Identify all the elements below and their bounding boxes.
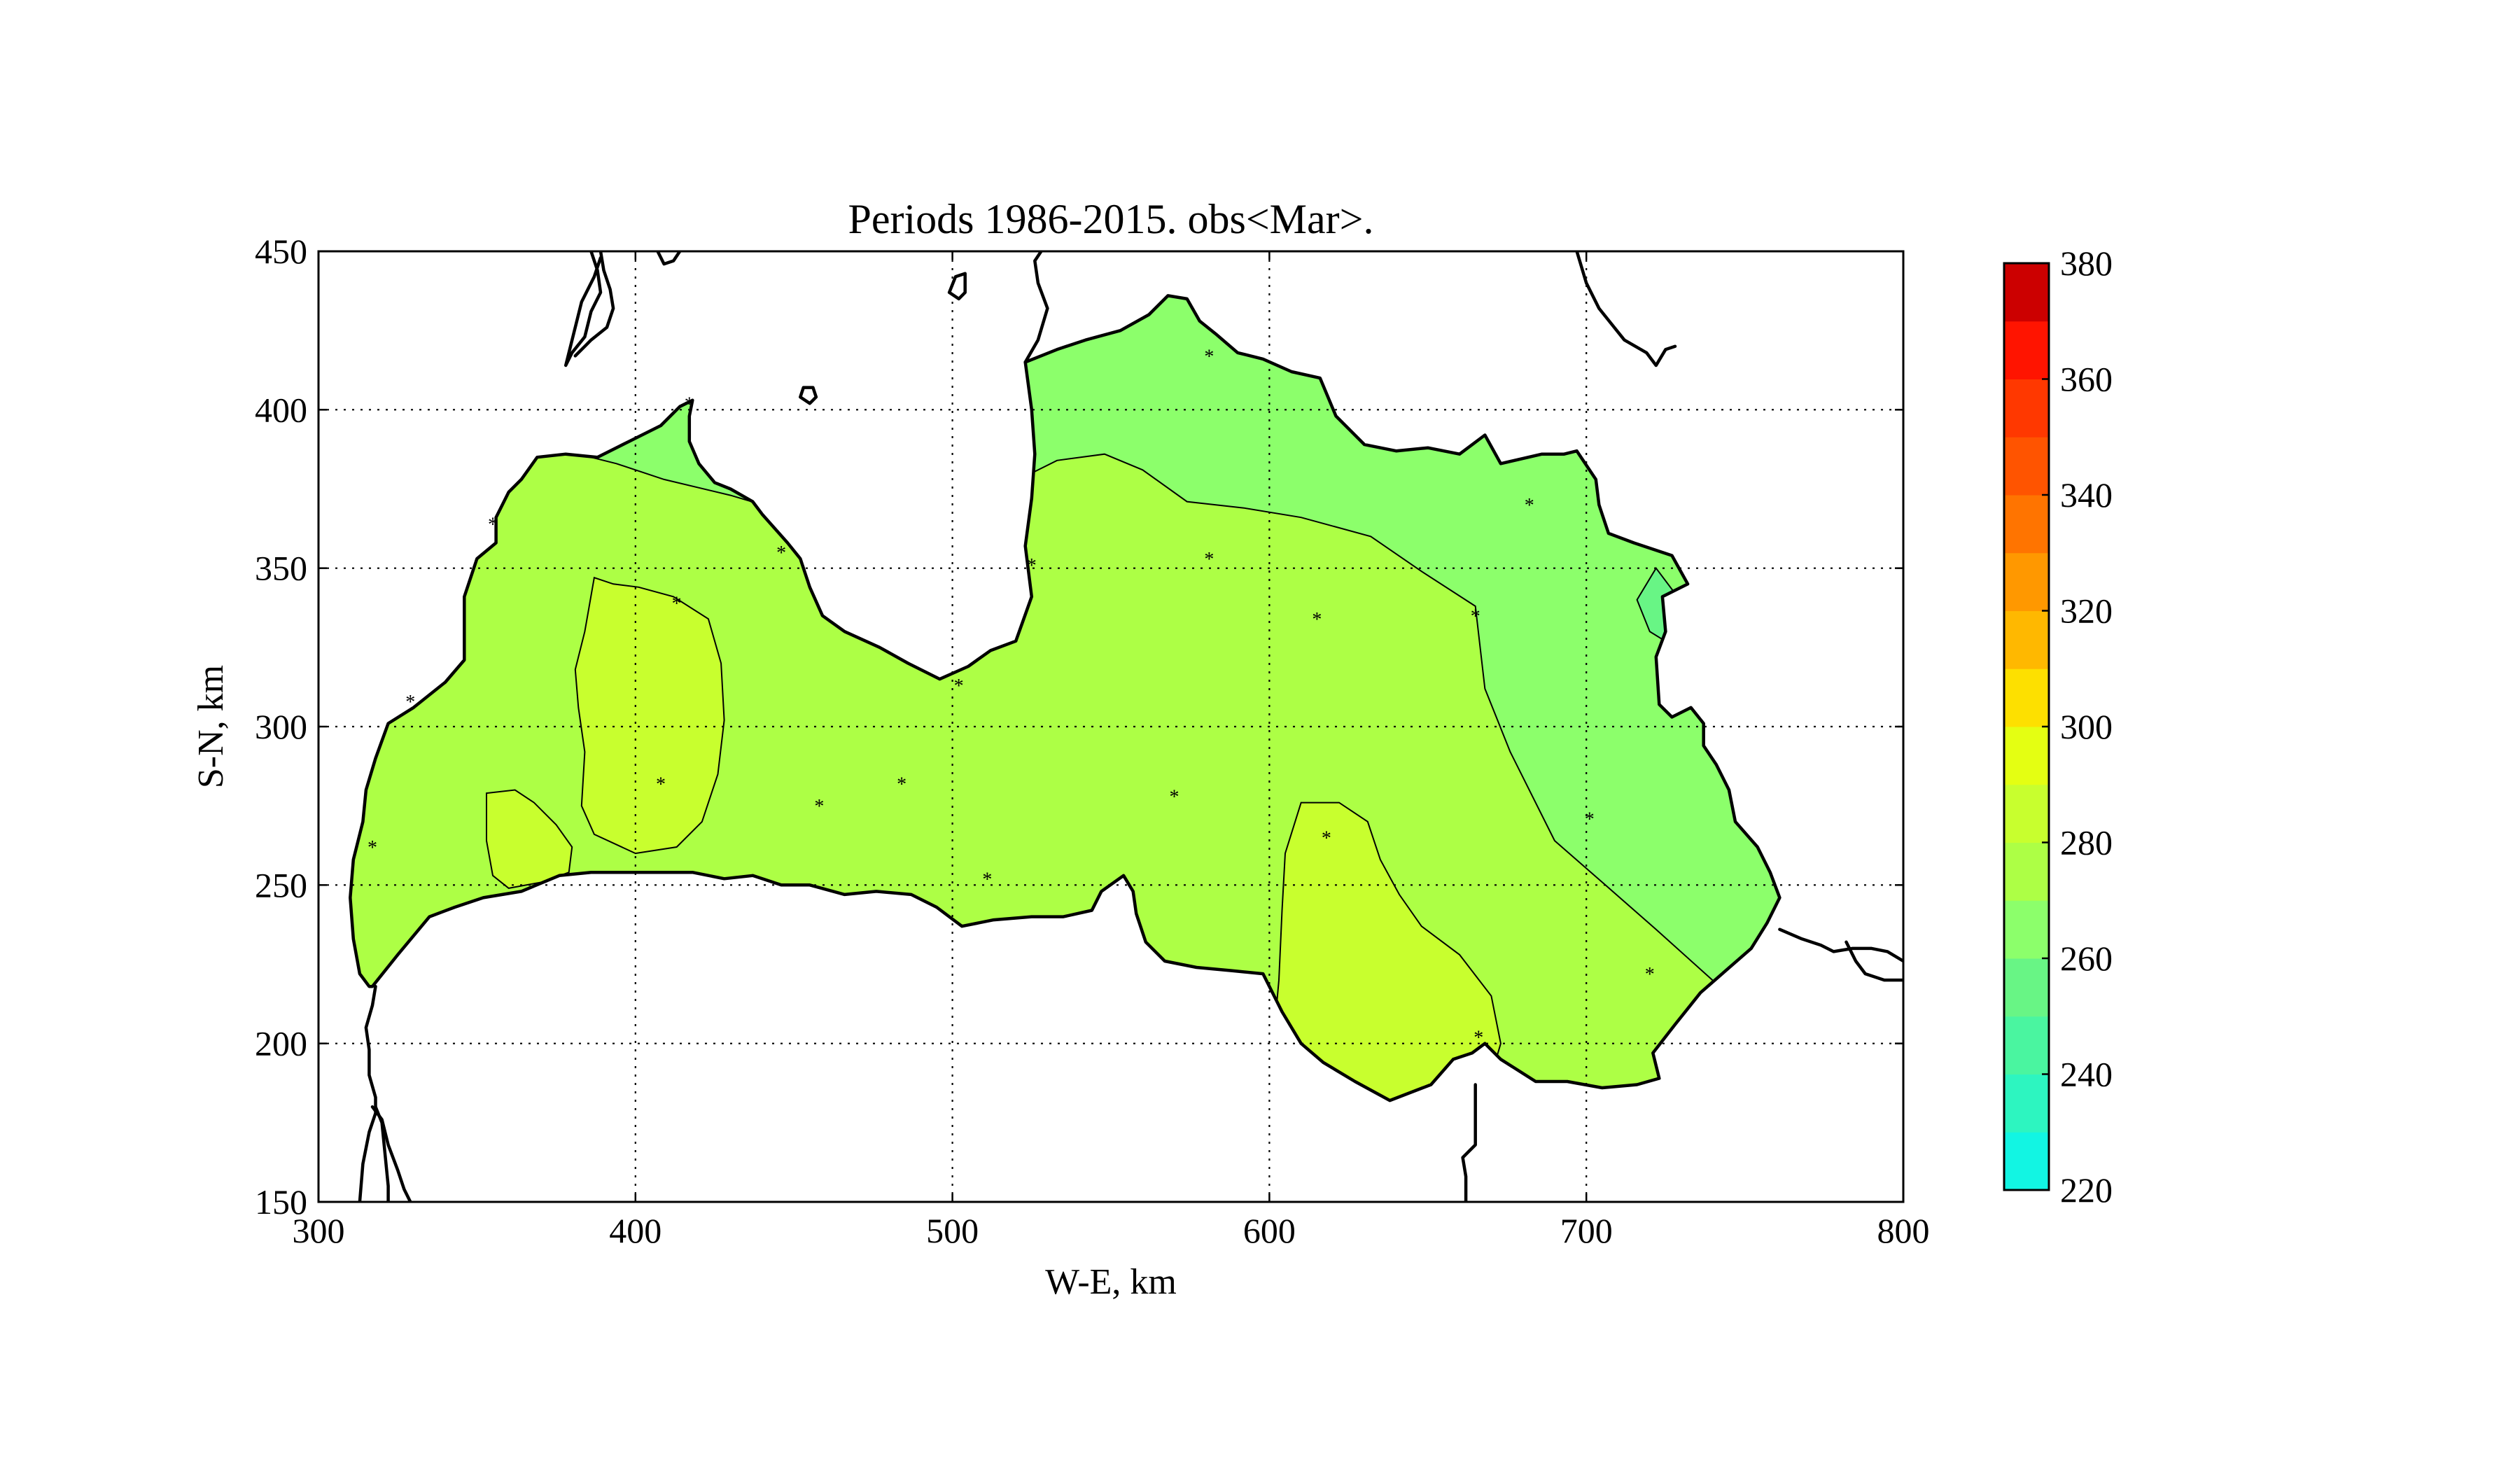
contour-region-280-290-southwest — [486, 789, 573, 889]
curonian-lagoon-coast — [374, 1105, 390, 1202]
colorbar-tick-label: 320 — [2060, 592, 2113, 631]
y-tick-label: 150 — [255, 1182, 307, 1222]
colorbar-segment — [2004, 1016, 2049, 1074]
x-tick-label: 300 — [293, 1211, 345, 1250]
colorbar-segment — [2004, 437, 2049, 496]
station-marker: * — [1474, 1028, 1483, 1049]
colorbar-segment — [2004, 379, 2049, 438]
saaremaa-shoreline — [573, 251, 615, 358]
lithuania-belarus-border — [1461, 1083, 1477, 1202]
y-tick-label: 400 — [255, 390, 307, 429]
colorbar-segment — [2004, 842, 2049, 901]
y-tick-label: 200 — [255, 1024, 307, 1063]
station-marker: * — [1027, 555, 1037, 577]
x-tick-label: 400 — [609, 1211, 662, 1250]
colorbar-segment — [2004, 784, 2049, 843]
colorbar-segment — [2004, 321, 2049, 379]
station-marker: * — [656, 774, 666, 795]
x-axis-ticks: 300 400 500 600 700 800 — [293, 251, 1930, 1250]
colorbar-tick-label: 260 — [2060, 939, 2113, 978]
y-tick-label: 450 — [255, 232, 307, 271]
colorbar-tick-label: 360 — [2060, 360, 2113, 399]
station-markers: * * * * * * * * * * * * * * * * * * * * * * — [368, 346, 1655, 1049]
colorbar-segment — [2004, 610, 2049, 669]
colorbar-tick-label: 340 — [2060, 475, 2113, 514]
gulf-east-coast — [1023, 251, 1049, 364]
contour-region-280-290-west — [574, 576, 725, 855]
station-marker: * — [1204, 346, 1214, 368]
colorbar-tick-label: 380 — [2060, 244, 2113, 283]
contour-fill-layer — [350, 295, 1780, 1101]
station-marker: * — [897, 774, 906, 795]
colorbar-tick-label: 280 — [2060, 823, 2113, 862]
latvia-border — [349, 294, 1782, 1102]
lithuania-coast — [358, 984, 377, 1202]
station-marker: * — [1585, 808, 1595, 830]
station-marker: * — [488, 514, 498, 536]
colorbar-segment — [2004, 958, 2049, 1017]
x-tick-label: 800 — [1877, 1211, 1930, 1250]
station-marker: * — [685, 393, 694, 415]
station-marker: * — [982, 869, 992, 890]
station-marker: * — [1645, 964, 1655, 986]
station-marker: * — [1170, 787, 1180, 808]
colorbar-tick-label: 240 — [2060, 1055, 2113, 1094]
colorbar-segment — [2004, 552, 2049, 611]
estonia-russia-border — [1575, 251, 1677, 368]
colorbar-segment — [2004, 727, 2049, 785]
station-marker: * — [814, 796, 824, 818]
x-axis-title: W-E, km — [1045, 1262, 1177, 1302]
grid-lines — [318, 251, 1903, 1202]
y-axis-title: S-N, km — [191, 665, 231, 788]
chart-title: Periods 1986-2015. obs<Mar>. — [848, 196, 1374, 242]
station-marker: * — [672, 593, 682, 615]
saaremaa-island-coast — [564, 251, 603, 368]
island-north-coast — [656, 251, 682, 266]
small-island-coast — [799, 386, 818, 405]
x-tick-label: 500 — [926, 1211, 979, 1250]
station-marker: * — [954, 676, 964, 697]
station-marker: * — [1322, 827, 1331, 849]
colorbar: 220 240 260 280 300 320 340 360 380 — [2003, 244, 2113, 1210]
colorbar-tick-label: 220 — [2060, 1170, 2113, 1210]
y-tick-label: 300 — [255, 707, 307, 746]
ruhnu-island-coast — [947, 272, 967, 301]
station-marker: * — [368, 837, 377, 859]
colorbar-segment — [2004, 668, 2049, 727]
colorbar-segment — [2004, 1132, 2049, 1191]
station-marker: * — [1471, 606, 1480, 628]
colorbar-segment — [2004, 263, 2049, 322]
y-tick-label: 250 — [255, 865, 307, 904]
colorbar-tick-label: 300 — [2060, 707, 2113, 746]
station-marker: * — [1204, 549, 1214, 570]
coastline-layer — [349, 251, 1903, 1202]
y-axis-ticks: 150 200 250 300 350 400 450 — [255, 232, 1903, 1222]
belarus-border-east — [1778, 927, 1903, 963]
x-tick-label: 600 — [1243, 1211, 1296, 1250]
x-tick-label: 700 — [1560, 1211, 1613, 1250]
station-marker: * — [1312, 609, 1322, 631]
colorbar-segment — [2004, 495, 2049, 554]
colorbar-segment — [2004, 1074, 2049, 1133]
y-tick-label: 350 — [255, 549, 307, 588]
station-marker: * — [1525, 495, 1534, 517]
russia-border-east — [1844, 940, 1903, 982]
colorbar-segment — [2004, 900, 2049, 959]
station-marker: * — [405, 692, 415, 713]
station-marker: * — [776, 542, 786, 564]
